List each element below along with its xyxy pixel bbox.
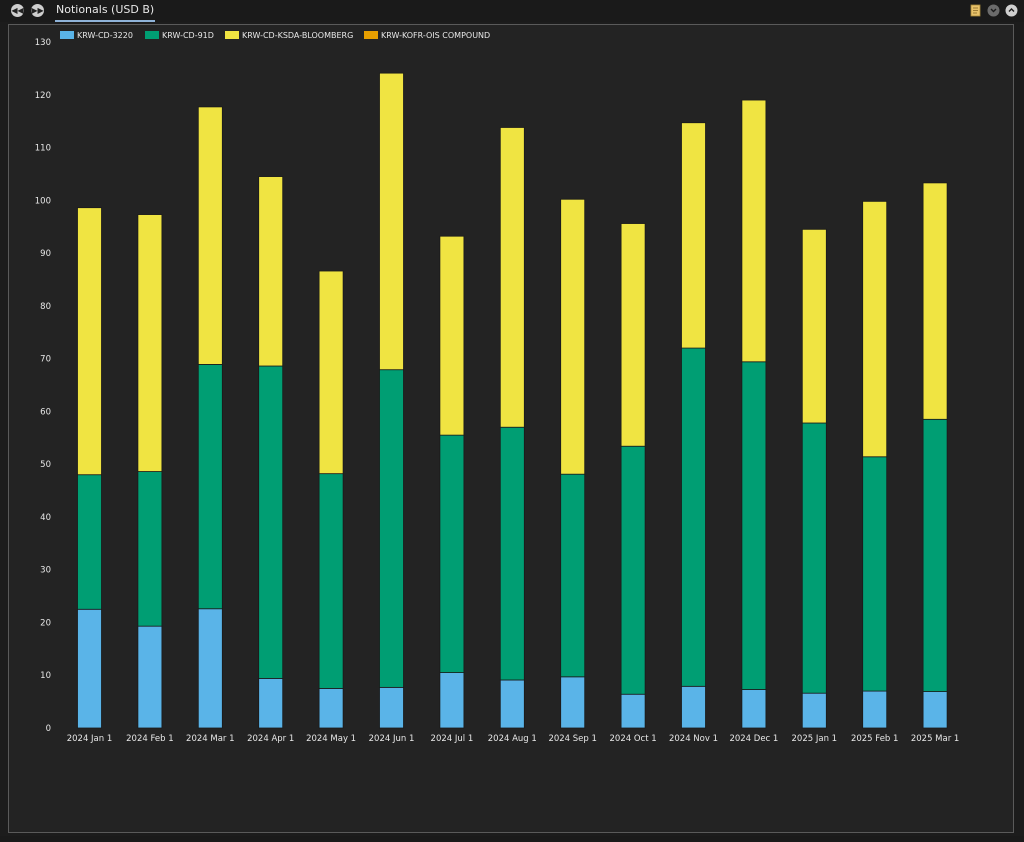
x-tick-label: 2024 Sep 1 xyxy=(548,734,596,744)
bar-segment-2[interactable] xyxy=(560,473,586,678)
x-tick-label: 2024 Apr 1 xyxy=(247,734,294,744)
y-tick-label: 20 xyxy=(40,618,51,628)
bar-segment-2[interactable] xyxy=(137,471,163,627)
legend-swatch xyxy=(60,31,74,39)
x-tick-label: 2024 Jul 1 xyxy=(431,734,474,744)
bar-segment-2[interactable] xyxy=(862,456,888,692)
bar-segment-1[interactable] xyxy=(77,608,102,729)
rewind-icon[interactable]: ◀◀ xyxy=(11,4,24,17)
bar-segment-3[interactable] xyxy=(137,214,163,472)
fast-forward-icon[interactable]: ▶▶ xyxy=(31,4,44,17)
x-tick-label: 2025 Jan 1 xyxy=(792,734,838,744)
y-tick-label: 100 xyxy=(35,196,51,206)
bar-segment-2[interactable] xyxy=(741,361,767,690)
bar-segment-2[interactable] xyxy=(439,434,465,673)
x-tick-label: 2024 Dec 1 xyxy=(729,734,778,744)
x-axis: 2024 Jan 1 2024 Feb 1 2024 Mar 1 2024 Apr 1… xyxy=(67,734,960,744)
bar-segment-3[interactable] xyxy=(258,176,284,367)
bar-segment-2[interactable] xyxy=(801,422,827,694)
bar-segment-3[interactable] xyxy=(681,122,706,349)
bar-segment-1[interactable] xyxy=(439,672,465,729)
bar-segment-2[interactable] xyxy=(197,364,223,610)
bar-segment-2[interactable] xyxy=(681,347,706,687)
legend-label[interactable]: KRW-CD-KSDA-BLOOMBERG xyxy=(242,31,353,40)
y-tick-label: 130 xyxy=(35,38,51,48)
y-tick-label: 80 xyxy=(40,302,51,312)
bar-segment-3[interactable] xyxy=(922,182,948,420)
bar-segment-3[interactable] xyxy=(318,270,344,475)
bar-segment-3[interactable] xyxy=(77,207,102,476)
x-tick-label: 2024 Nov 1 xyxy=(669,734,718,744)
bar-segment-2[interactable] xyxy=(379,369,404,688)
x-tick-label: 2024 Jan 1 xyxy=(67,734,113,744)
y-tick-label: 40 xyxy=(40,513,51,523)
bar-segment-2[interactable] xyxy=(258,365,284,679)
bar-segment-3[interactable] xyxy=(801,228,827,424)
y-tick-label: 10 xyxy=(40,671,51,681)
x-tick-label: 2025 Feb 1 xyxy=(851,734,899,744)
bar-segment-3[interactable] xyxy=(862,200,888,458)
bar-segment-1[interactable] xyxy=(862,690,888,729)
status-strip xyxy=(0,836,1024,842)
x-tick-label: 2024 Aug 1 xyxy=(488,734,537,744)
bar-segment-1[interactable] xyxy=(560,676,586,729)
y-tick-label: 110 xyxy=(35,144,51,154)
bar-segment-1[interactable] xyxy=(137,625,163,729)
bar-segment-1[interactable] xyxy=(620,693,646,729)
bar-segment-3[interactable] xyxy=(379,72,404,371)
x-tick-label: 2025 Mar 1 xyxy=(911,734,959,744)
bar-segment-2[interactable] xyxy=(499,426,525,681)
bar-segment-1[interactable] xyxy=(801,692,827,729)
y-tick-label: 60 xyxy=(40,407,51,417)
y-tick-label: 70 xyxy=(40,355,51,365)
bar-segment-3[interactable] xyxy=(197,106,223,365)
chart-legend: KRW-CD-3220 KRW-CD-91D KRW-CD-KSDA-BLOOMBE… xyxy=(60,31,490,40)
bar-segment-1[interactable] xyxy=(197,608,223,729)
bar-segment-2[interactable] xyxy=(922,418,948,692)
x-tick-label: 2024 Feb 1 xyxy=(126,734,174,744)
y-tick-label: 30 xyxy=(40,566,51,576)
x-tick-label: 2024 Mar 1 xyxy=(186,734,234,744)
tab-notionals[interactable]: Notionals (USD B) xyxy=(55,2,156,22)
legend-label[interactable]: KRW-KOFR-OIS COMPOUND xyxy=(381,31,490,40)
x-tick-label: 2024 Jun 1 xyxy=(369,734,415,744)
bar-segment-1[interactable] xyxy=(258,677,284,729)
bar-segment-2[interactable] xyxy=(77,474,102,610)
bar-segment-2[interactable] xyxy=(620,445,646,695)
y-tick-label: 0 xyxy=(46,724,51,734)
legend-swatch xyxy=(225,31,239,39)
legend-swatch xyxy=(145,31,159,39)
note-icon[interactable] xyxy=(969,4,982,17)
bar-segment-3[interactable] xyxy=(439,235,465,436)
bar-segment-3[interactable] xyxy=(499,127,525,428)
bar-segment-1[interactable] xyxy=(922,691,948,729)
bar-segment-1[interactable] xyxy=(379,686,404,729)
y-axis: 0 10 20 30 40 50 60 70 80 90 100 110 120 130 xyxy=(35,38,51,734)
expand-icon[interactable] xyxy=(1005,4,1018,17)
collapse-icon[interactable] xyxy=(987,4,1000,17)
bar-segment-1[interactable] xyxy=(681,685,706,729)
bar-segment-3[interactable] xyxy=(560,198,586,475)
y-tick-label: 90 xyxy=(40,249,51,259)
bar-segment-3[interactable] xyxy=(741,99,767,363)
title-bar: ◀◀ ▶▶ Notionals (USD B) xyxy=(0,0,1024,22)
bar-series xyxy=(77,72,948,729)
x-tick-label: 2024 Oct 1 xyxy=(610,734,657,744)
x-tick-label: 2024 May 1 xyxy=(306,734,356,744)
y-tick-label: 50 xyxy=(40,460,51,470)
bar-segment-1[interactable] xyxy=(741,689,767,729)
legend-label[interactable]: KRW-CD-3220 xyxy=(77,31,133,40)
bar-segment-1[interactable] xyxy=(499,679,525,729)
bar-segment-1[interactable] xyxy=(318,688,344,729)
legend-label[interactable]: KRW-CD-91D xyxy=(162,31,214,40)
y-tick-label: 120 xyxy=(35,91,51,101)
bar-segment-2[interactable] xyxy=(318,473,344,689)
legend-swatch xyxy=(364,31,378,39)
bar-segment-3[interactable] xyxy=(620,223,646,447)
